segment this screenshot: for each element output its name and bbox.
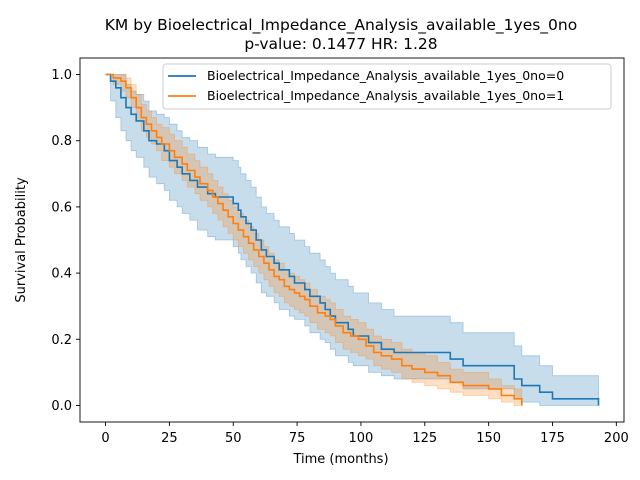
survival-curves: [105, 73, 600, 406]
axes: 0 25 50 75 100 125 150 175 200 0.0 0.2 0.4 0.6 0.8 1.0: [51, 57, 629, 446]
y-tick-label: 0.8: [51, 134, 72, 149]
x-tick-label: 25: [161, 431, 178, 446]
x-tick-label: 125: [412, 431, 437, 446]
x-tick-label: 175: [540, 431, 565, 446]
x-tick-label: 50: [225, 431, 242, 446]
x-tick-label: 100: [349, 431, 374, 446]
chart-title: KM by Bioelectrical_Impedance_Analysis_a…: [105, 16, 577, 35]
survival-line-series-1: [105, 73, 523, 406]
y-tick-label: 0.4: [51, 267, 72, 282]
legend-label-series-0: Bioelectrical_Impedance_Analysis_availab…: [207, 68, 564, 83]
y-tick-label: 0.0: [51, 399, 72, 414]
survival-line-series-0: [105, 73, 600, 406]
y-tick-label: 1.0: [51, 68, 72, 83]
x-tick-label: 0: [101, 431, 109, 446]
legend-label-series-1: Bioelectrical_Impedance_Analysis_availab…: [207, 88, 564, 103]
x-tick-label: 200: [604, 431, 629, 446]
y-axis-label: Survival Probability: [14, 177, 29, 303]
x-tick-label: 150: [476, 431, 501, 446]
plot-frame: [79, 57, 625, 423]
x-tick-label: 75: [289, 431, 306, 446]
ci-band-series-0: [105, 74, 599, 406]
y-tick-label: 0.6: [51, 200, 72, 215]
chart-subtitle: p-value: 0.1477 HR: 1.28: [244, 35, 437, 53]
x-axis-label: Time (months): [292, 452, 388, 467]
legend: Bioelectrical_Impedance_Analysis_availab…: [162, 63, 612, 110]
legend-frame: [162, 63, 612, 110]
y-tick-label: 0.2: [51, 333, 72, 348]
